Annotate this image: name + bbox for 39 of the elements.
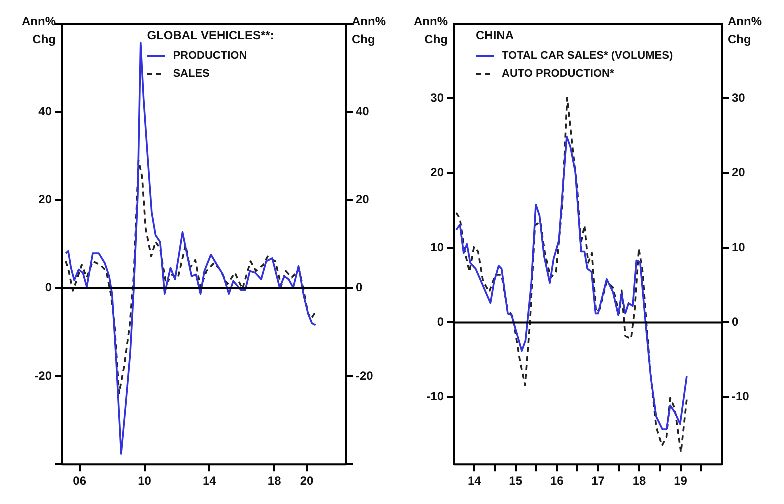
x-tick-label: 14 <box>468 474 482 488</box>
y2-tick-label: 10 <box>732 240 746 254</box>
x-tick-label: 15 <box>509 474 523 488</box>
y2-axis-title: Ann% Chg <box>352 14 386 46</box>
x-tick-label: 20 <box>300 474 314 488</box>
y-tick-label: 20 <box>38 192 52 207</box>
x-tick-label: 16 <box>550 474 564 488</box>
y2-tick-label: -10 <box>732 390 750 404</box>
x-tick-label: 10 <box>138 474 152 488</box>
y-tick-label: -10 <box>426 390 444 404</box>
y2-tick-label: 0 <box>356 280 363 295</box>
y2-tick-label: -20 <box>356 368 374 383</box>
y-tick-label: 30 <box>430 90 444 105</box>
x-tick-label: 06 <box>73 474 87 488</box>
y-tick-label: 0 <box>437 315 444 330</box>
y2-axis-title: Ann% Chg <box>728 14 762 46</box>
y-tick-label: 0 <box>45 280 52 295</box>
x-tick-label: 19 <box>674 474 688 488</box>
legend-title: GLOBAL VEHICLES**: <box>147 28 274 42</box>
y-tick-label: 10 <box>430 240 444 254</box>
y2-tick-label: 20 <box>732 166 746 180</box>
legend-label: SALES <box>173 68 210 80</box>
legend-title: CHINA <box>476 28 514 42</box>
x-tick-label: 18 <box>268 474 282 488</box>
y-axis-title: Ann% Chg <box>22 14 56 46</box>
y-tick-label: 40 <box>38 104 52 118</box>
legend-label: PRODUCTION <box>173 50 248 62</box>
x-tick-label: 14 <box>203 474 217 488</box>
x-tick-label: 18 <box>632 474 647 488</box>
y-tick-label: 20 <box>430 166 444 180</box>
y2-tick-label: 0 <box>732 315 739 330</box>
y-tick-label: -20 <box>34 368 52 383</box>
y2-tick-label: 30 <box>732 90 746 105</box>
x-tick-label: 17 <box>592 474 606 488</box>
y-axis-title: Ann% Chg <box>414 14 448 46</box>
legend-label: AUTO PRODUCTION* <box>502 68 615 80</box>
legend-label: TOTAL CAR SALES* (VOLUMES) <box>502 50 674 62</box>
y2-tick-label: 40 <box>356 104 370 118</box>
y2-tick-label: 20 <box>356 192 370 207</box>
